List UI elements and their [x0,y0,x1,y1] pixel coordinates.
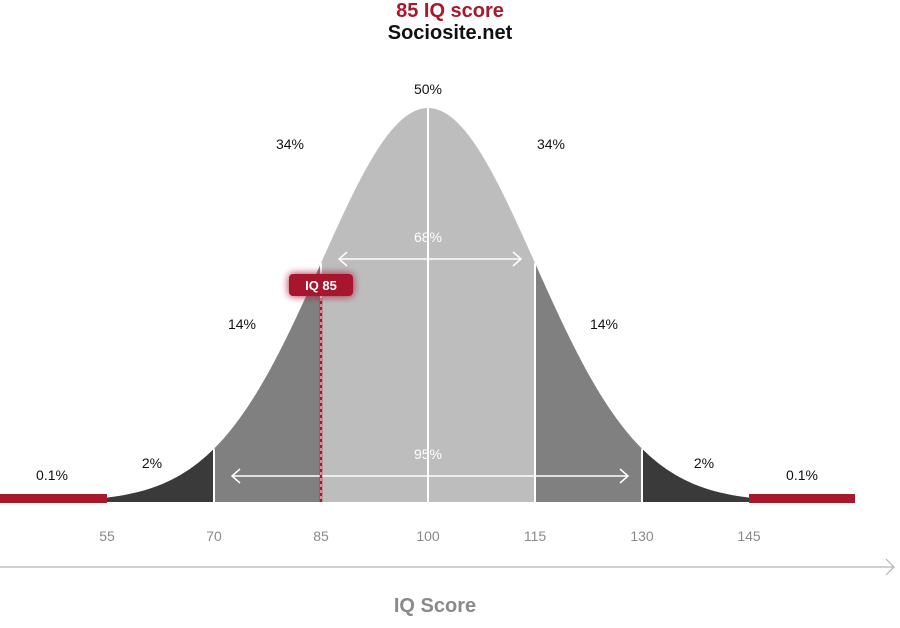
peak-percent-label: 50% [414,81,442,97]
marker-label-box [289,274,353,296]
range-arrow-0: 68% [337,229,523,267]
band-4 [428,108,535,502]
band-percent-label-2: 14% [228,316,256,332]
tail-bar-7 [749,494,855,503]
range-arrow-right-head [619,468,630,484]
x-tick-label: 85 [313,528,329,544]
x-tick-label: 70 [206,528,222,544]
band-percent-label-4: 34% [537,136,565,152]
tail-bar-0 [0,494,107,503]
x-axis-arrow-icon [885,558,895,576]
band-5 [535,263,642,502]
chart-title: 85 IQ score [396,0,504,22]
x-tick-label: 100 [416,528,440,544]
x-tick-label: 145 [737,528,761,544]
x-tick-label: 55 [99,528,115,544]
band-percent-label-6: 2% [694,455,714,471]
band-percent-label-3: 34% [276,136,304,152]
band-6 [642,448,749,502]
band-3 [321,108,428,502]
range-arrow-left-head [337,251,348,267]
range-arrow-1: 95% [230,446,630,484]
range-arrow-left-head [230,468,241,484]
band-percent-label-1: 2% [142,455,162,471]
band-percent-label-5: 14% [590,316,618,332]
band-percent-label-7: 0.1% [786,467,818,483]
marker-label: IQ 85 [305,278,337,293]
x-axis-title: IQ Score [393,595,477,617]
band-percent-label-0: 0.1% [36,467,68,483]
band-2 [214,263,321,502]
range-percent-label: 95% [414,446,442,462]
iq-marker: IQ 85 [289,274,353,502]
range-percent-label: 68% [414,229,442,245]
range-arrow-right-head [512,251,523,267]
band-1 [107,448,214,502]
chart-subtitle: Sociosite.net [387,22,513,44]
x-tick-label: 115 [524,528,547,544]
x-tick-label: 130 [630,528,654,544]
